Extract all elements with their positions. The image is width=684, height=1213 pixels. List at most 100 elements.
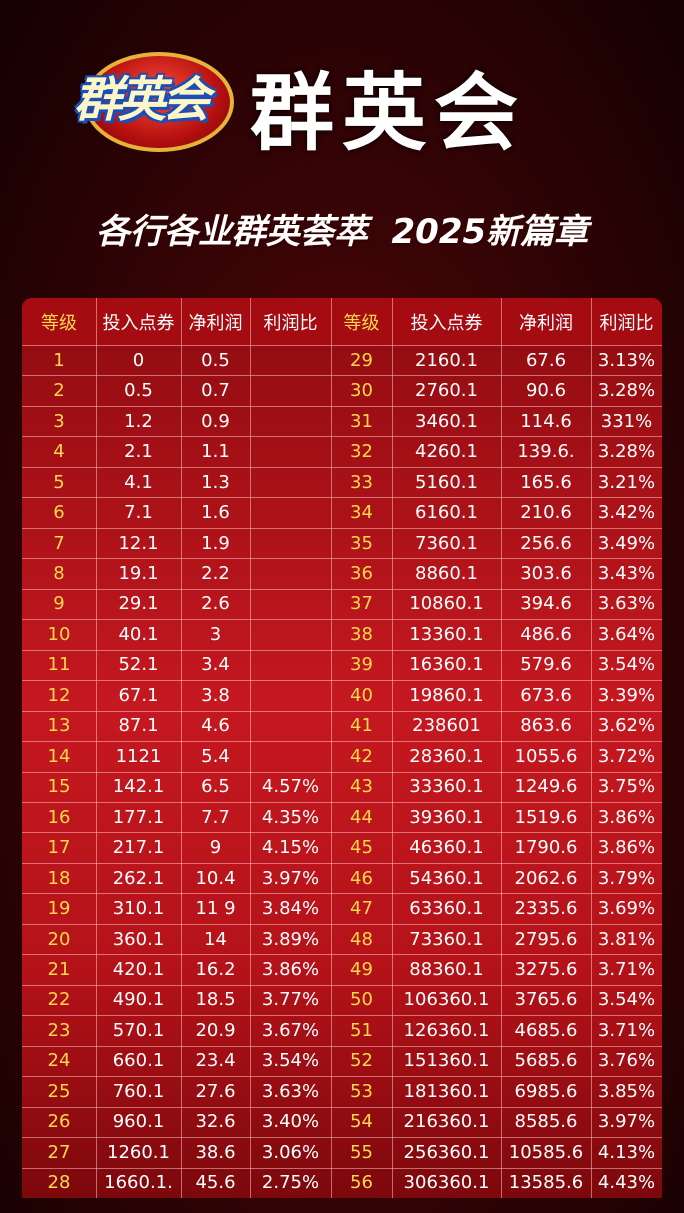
value-cell: 1.1 (201, 441, 230, 463)
value-cell: 3.40% (261, 1111, 320, 1133)
value-cell: 4685.6 (514, 1019, 578, 1041)
value-cell: 3.4 (201, 654, 230, 676)
column-line (96, 298, 97, 1198)
value-cell: 3.75% (597, 776, 656, 798)
logo: 群英会 (70, 30, 250, 155)
value-cell: 90.6 (525, 380, 567, 402)
value-cell: 660.1 (112, 1050, 165, 1072)
level-cell: 18 (47, 867, 71, 889)
value-cell: 331% (600, 410, 653, 432)
level-cell: 30 (350, 380, 373, 402)
value-cell: 13585.6 (508, 1172, 584, 1194)
level-cell: 6 (53, 502, 65, 524)
column-header: 投入点券 (102, 312, 175, 334)
row-line (22, 710, 662, 712)
value-cell: 3.63% (597, 593, 656, 615)
value-cell: 10.4 (195, 867, 236, 889)
row-line (22, 345, 662, 346)
value-cell: 3.89% (261, 928, 320, 950)
value-cell: 490.1 (112, 989, 165, 1011)
value-cell: 23.4 (195, 1050, 236, 1072)
row-line (22, 436, 662, 438)
value-cell: 4.6 (201, 715, 230, 737)
level-cell: 40 (350, 684, 373, 706)
row-line (22, 984, 662, 986)
value-cell: 2.1 (124, 441, 153, 463)
column-line (331, 298, 332, 1198)
level-cell: 47 (350, 898, 373, 920)
value-cell: 216360.1 (403, 1111, 490, 1133)
value-cell: 4.1 (124, 471, 153, 493)
value-cell: 33360.1 (409, 776, 484, 798)
value-cell: 256360.1 (403, 1141, 490, 1163)
level-cell: 31 (350, 410, 373, 432)
value-cell: 3.71% (597, 1019, 656, 1041)
value-cell: 3.77% (261, 989, 320, 1011)
value-cell: 39360.1 (409, 806, 484, 828)
value-cell: 5160.1 (415, 471, 478, 493)
level-cell: 44 (350, 806, 373, 828)
level-cell: 41 (350, 715, 373, 737)
header-row (22, 298, 662, 345)
level-cell: 15 (47, 776, 71, 798)
value-cell: 486.6 (520, 623, 572, 645)
level-cell: 42 (350, 745, 373, 767)
value-cell: 1121 (115, 745, 162, 767)
level-cell: 25 (47, 1080, 71, 1102)
value-cell: 151360.1 (403, 1050, 490, 1072)
level-cell: 33 (350, 471, 373, 493)
value-cell: 3765.6 (514, 989, 578, 1011)
level-cell: 9 (53, 593, 65, 615)
level-cell: 16 (47, 806, 71, 828)
row-line (22, 1015, 662, 1017)
value-cell: 54360.1 (409, 867, 484, 889)
value-cell: 4260.1 (415, 441, 478, 463)
column-line (591, 298, 592, 1198)
value-cell: 863.6 (520, 715, 572, 737)
value-cell: 3.54% (597, 654, 656, 676)
level-cell: 20 (47, 928, 71, 950)
column-line (250, 298, 251, 1198)
column-line (181, 298, 182, 1198)
value-cell: 88360.1 (409, 959, 484, 980)
column-header: 利润比 (599, 312, 654, 334)
level-cell: 19 (47, 898, 71, 920)
value-cell: 3.13% (597, 349, 656, 371)
column-header: 投入点券 (410, 312, 483, 334)
level-cell: 2 (53, 380, 65, 402)
value-cell: 1.6 (201, 502, 230, 524)
value-cell: 3.69% (597, 898, 656, 920)
value-cell: 3.39% (597, 684, 656, 706)
row-line (22, 832, 662, 834)
level-cell: 52 (350, 1050, 373, 1072)
value-cell: 181360.1 (403, 1080, 490, 1102)
level-cell: 36 (350, 562, 373, 584)
row-line (22, 954, 662, 956)
value-cell: 2062.6 (514, 867, 578, 889)
value-cell: 29.1 (118, 593, 159, 615)
value-cell: 0.5 (201, 349, 230, 371)
value-cell: 114.6 (520, 410, 572, 432)
value-cell: 3.8 (201, 684, 230, 706)
value-cell: 570.1 (112, 1019, 165, 1041)
level-cell: 17 (47, 837, 71, 859)
value-cell: 394.6 (520, 593, 572, 615)
level-cell: 53 (350, 1080, 373, 1102)
value-cell: 4.15% (261, 837, 320, 859)
logo-disc (84, 52, 234, 152)
value-cell: 11 9 (195, 898, 236, 920)
column-line (501, 298, 502, 1198)
row-line (22, 801, 662, 803)
value-cell: 1660.1. (104, 1172, 173, 1194)
value-cell: 2335.6 (514, 898, 578, 920)
value-cell: 139.6. (517, 441, 575, 463)
level-cell: 34 (350, 502, 373, 524)
value-cell: 0.7 (201, 380, 230, 402)
level-cell: 26 (47, 1111, 71, 1133)
value-cell: 177.1 (112, 806, 165, 828)
value-cell: 2.2 (201, 562, 230, 584)
value-cell: 9 (209, 837, 222, 859)
value-cell: 19.1 (118, 562, 159, 584)
level-cell: 55 (350, 1141, 373, 1163)
level-cell: 28 (47, 1172, 71, 1194)
